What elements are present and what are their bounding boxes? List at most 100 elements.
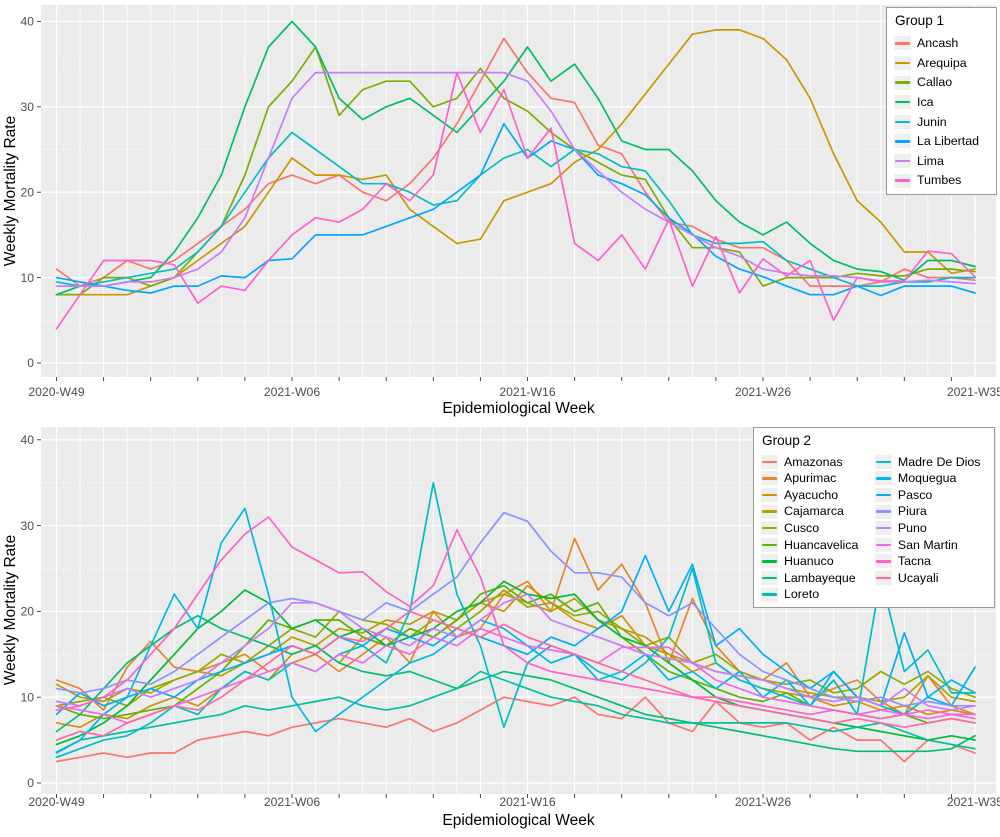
series-line-ucayali: [55, 610, 976, 741]
legend-title: Group 2: [762, 433, 812, 448]
y-tick-label: 30: [20, 100, 34, 114]
legend-key-line-icon: [875, 460, 891, 464]
y-tick-label: 20: [20, 185, 34, 199]
legend-label: Loreto: [784, 587, 820, 602]
legend-label: Pasco: [897, 487, 933, 502]
legend-label: Cajamarca: [784, 504, 844, 519]
legend-label: Arequipa: [917, 55, 967, 70]
legend-label: Lima: [917, 153, 944, 168]
x-tick-label: 2021-W16: [499, 385, 555, 399]
series-line-pasco: [55, 554, 976, 716]
legend-items: Amazonas Apurimac Ayacucho Cajamarca Cusco Hu…: [761, 454, 987, 603]
legend-items: Ancash Arequipa Callao Ica Junin La Libertad L…: [894, 34, 989, 191]
legend-key-swatch: [874, 471, 892, 486]
legend-label: Ayacucho: [784, 487, 839, 502]
legend-label: Cusco: [784, 521, 820, 536]
legend-key-line-icon: [875, 477, 891, 480]
y-tick-label: 40: [20, 433, 34, 447]
legend-item-puno: Puno: [874, 520, 987, 537]
legend-label: Ancash: [917, 36, 959, 51]
legend-label: Tacna: [897, 554, 931, 569]
legend-key-line-icon: [895, 159, 910, 163]
legend-key-swatch: [894, 36, 911, 51]
legend-item-loreto: Loreto: [761, 586, 865, 603]
legend-key-line-icon: [895, 120, 910, 123]
legend-label: San Martin: [897, 537, 958, 552]
y-axis-title: Weekly Mortality Rate: [2, 116, 19, 266]
series-line-lambayeque: [55, 614, 976, 753]
legend-key-swatch: [894, 95, 911, 110]
legend-item-junin: Junin: [894, 112, 989, 132]
legend-label: Ica: [917, 94, 934, 109]
legend-key-swatch: [761, 537, 778, 552]
legend-key-line-icon: [762, 576, 777, 580]
legend-label: La Libertad: [917, 134, 980, 149]
legend-label: Madre De Dios: [897, 454, 981, 469]
series-line-tacna: [55, 516, 976, 720]
y-tick-label: 20: [20, 605, 34, 619]
series-line-la-libertad: [55, 123, 976, 297]
y-tick-label: 0: [27, 356, 34, 370]
legend-item-lima: Lima: [894, 151, 989, 171]
legend-key-swatch: [894, 173, 911, 188]
legend-key-line-icon: [875, 543, 891, 547]
legend-key-line-icon: [762, 560, 777, 563]
legend-key-line-icon: [895, 179, 910, 182]
y-tick-label: 10: [20, 271, 34, 285]
series-line-moquegua: [55, 507, 976, 754]
legend-label: Huancavelica: [784, 537, 859, 552]
legend-key-line-icon: [762, 543, 777, 547]
legend-item-pasco: Pasco: [874, 487, 987, 504]
legend-label: Apurimac: [784, 471, 837, 486]
y-axis-title: Weekly Mortality Rate: [2, 535, 19, 685]
series-line-ica: [55, 20, 976, 296]
legend-key-swatch: [894, 153, 911, 168]
x-tick-label: 2020-W49: [28, 385, 84, 399]
legend-item-ica: Ica: [894, 92, 989, 112]
y-tick-label: 0: [27, 776, 34, 790]
legend-key-swatch: [761, 504, 778, 519]
x-tick-label: 2021-W06: [264, 795, 320, 809]
x-tick-label: 2021-W35: [947, 795, 1000, 809]
legend-item-huancavelica: Huancavelica: [761, 537, 865, 554]
legend-key-swatch: [894, 55, 911, 70]
legend-key-swatch: [874, 537, 892, 552]
legend-item-madre-de-dios: Madre De Dios: [874, 454, 987, 471]
legend-item-san-martin: San Martin: [874, 537, 987, 554]
series-line-amazonas: [55, 696, 976, 763]
legend-item-piura: Piura: [874, 503, 987, 520]
x-tick-label: 2020-W49: [28, 795, 84, 809]
legend-item-huanuco: Huanuco: [761, 553, 865, 570]
legend-label: Piura: [897, 504, 927, 519]
legend-item-la-libertad: La Libertad: [894, 132, 989, 152]
legend-key-swatch: [761, 471, 778, 486]
legend-key-line-icon: [895, 100, 910, 104]
y-tick-label: 40: [20, 15, 34, 29]
legend-label: Lambayeque: [784, 570, 856, 585]
legend-key-swatch: [761, 521, 778, 536]
legend-key-swatch: [761, 454, 778, 469]
group2-legend: Group 2 Amazonas Apurimac Ayacucho Cajamarca…: [753, 427, 995, 608]
legend-key-line-icon: [875, 560, 891, 563]
series-line-piura: [55, 511, 976, 707]
x-tick-label: 2021-W16: [499, 795, 555, 809]
legend-key-line-icon: [762, 493, 777, 497]
x-tick-label: 2021-W26: [735, 385, 791, 399]
legend-key-line-icon: [762, 510, 777, 513]
legend-key-swatch: [761, 488, 778, 503]
legend-label: Junin: [917, 114, 947, 129]
series-line-san-martin: [55, 627, 976, 724]
legend-key-line-icon: [895, 81, 910, 84]
legend-label: Moquegua: [897, 471, 957, 486]
series-line-tumbes: [55, 71, 976, 330]
legend-key-line-icon: [762, 593, 777, 596]
legend-key-line-icon: [762, 460, 777, 464]
legend-item-ucayali: Ucayali: [874, 570, 987, 587]
legend-item-ayacucho: Ayacucho: [761, 487, 865, 504]
legend-key-line-icon: [875, 527, 891, 530]
legend-label: Tumbes: [917, 173, 962, 188]
x-tick-label: 2021-W06: [264, 385, 320, 399]
legend-key-swatch: [874, 504, 892, 519]
legend-item-arequipa: Arequipa: [894, 53, 989, 73]
